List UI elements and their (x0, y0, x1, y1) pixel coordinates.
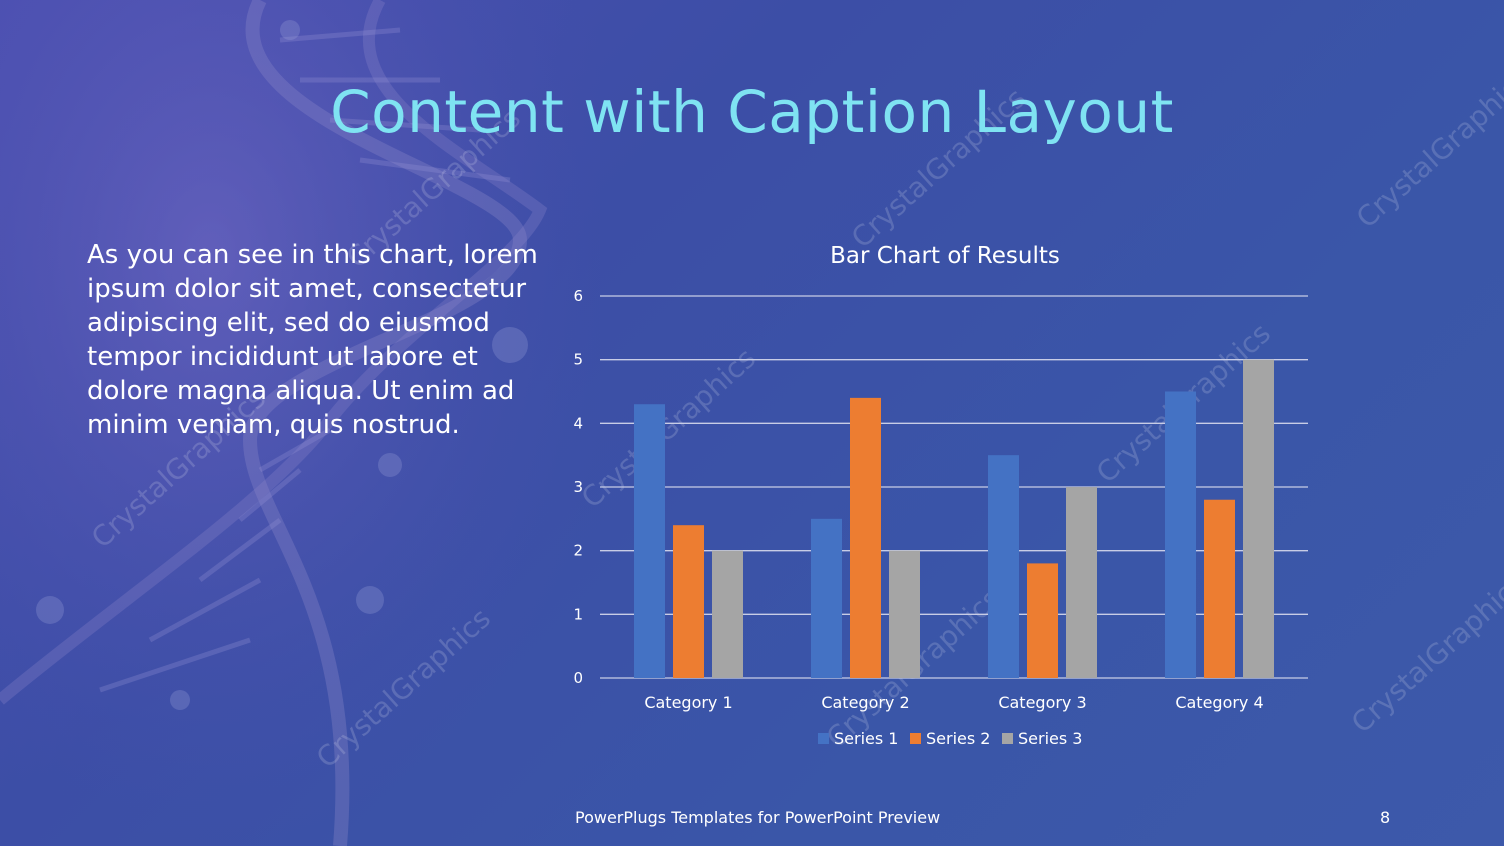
x-tick-label: Category 1 (644, 693, 732, 712)
legend-swatch (818, 733, 829, 744)
y-tick-label: 1 (573, 605, 583, 623)
legend-swatch (910, 733, 921, 744)
bar-series-3-category-3 (1066, 487, 1097, 678)
chart-gridlines (600, 295, 1308, 679)
x-tick-label: Category 3 (998, 693, 1086, 712)
bar-series-2-category-3 (1027, 563, 1058, 678)
bar-series-1-category-1 (634, 404, 665, 678)
slide-title: Content with Caption Layout (330, 78, 1174, 146)
bar-series-1-category-3 (988, 455, 1019, 678)
chart-title: Bar Chart of Results (830, 243, 1060, 269)
bar-series-3-category-2 (889, 550, 920, 678)
y-tick-label: 0 (573, 669, 583, 687)
y-tick-label: 6 (573, 287, 583, 305)
y-axis: 0 1 2 3 4 5 6 (573, 287, 583, 687)
footer-text: PowerPlugs Templates for PowerPoint Prev… (575, 808, 941, 827)
y-tick-label: 3 (573, 478, 583, 496)
page-number: 8 (1380, 808, 1391, 827)
legend-swatch (1002, 733, 1013, 744)
watermark: CrystalGraphics (1345, 566, 1504, 740)
bar-series-2-category-1 (673, 525, 704, 678)
y-tick-label: 4 (573, 414, 583, 432)
legend-label: Series 2 (926, 729, 990, 748)
x-axis: Category 1 Category 2 Category 3 Category 4 (644, 693, 1263, 712)
chart-bars (634, 359, 1274, 678)
dna-helix-background (0, 0, 600, 846)
bar-series-1-category-4 (1165, 391, 1196, 678)
bar-series-3-category-1 (712, 550, 743, 678)
bar-series-2-category-4 (1204, 499, 1235, 678)
bar-series-3-category-4 (1243, 359, 1274, 678)
y-tick-label: 2 (573, 542, 583, 560)
y-tick-label: 5 (573, 351, 583, 369)
legend-label: Series 1 (834, 729, 898, 748)
legend-label: Series 3 (1018, 729, 1082, 748)
bar-series-2-category-2 (850, 397, 881, 678)
chart-legend: Series 1 Series 2 Series 3 (818, 729, 1082, 748)
x-tick-label: Category 4 (1175, 693, 1263, 712)
caption-text: As you can see in this chart, lorem ipsu… (87, 240, 538, 440)
x-tick-label: Category 2 (821, 693, 909, 712)
bar-series-1-category-2 (811, 518, 842, 678)
